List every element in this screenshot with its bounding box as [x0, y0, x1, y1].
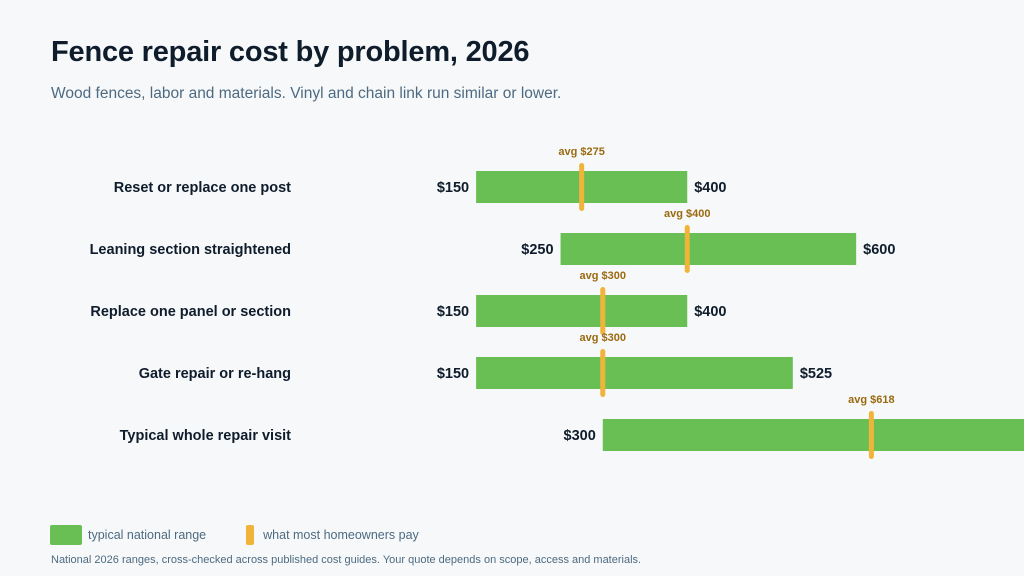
low-value-label: $150 — [437, 304, 469, 320]
category-label: Reset or replace one post — [114, 180, 291, 196]
range-bar — [476, 357, 793, 389]
avg-label: avg $275 — [558, 146, 604, 158]
footnote: National 2026 ranges, cross-checked acro… — [51, 554, 642, 566]
legend: typical national range what most homeown… — [50, 525, 419, 545]
low-value-label: $150 — [437, 180, 469, 196]
high-value-label: $400 — [694, 180, 726, 196]
low-value-label: $300 — [564, 428, 596, 444]
category-label: Typical whole repair visit — [120, 428, 292, 444]
range-bar — [602, 419, 1024, 451]
avg-label: avg $618 — [848, 394, 894, 406]
range-bar — [560, 233, 857, 265]
avg-marker — [600, 349, 606, 397]
avg-label: avg $400 — [664, 208, 710, 220]
range-bar — [476, 295, 688, 327]
low-value-label: $150 — [437, 366, 469, 382]
high-value-label: $525 — [800, 366, 832, 382]
category-label: Replace one panel or section — [90, 304, 291, 320]
chart-subtitle: Wood fences, labor and materials. Vinyl … — [51, 85, 562, 102]
category-label: Leaning section straightened — [90, 242, 291, 258]
avg-marker — [600, 287, 606, 335]
legend-range-swatch — [50, 525, 82, 545]
legend-avg-label: what most homeowners pay — [263, 528, 419, 542]
chart-title: Fence repair cost by problem, 2026 — [51, 36, 530, 68]
avg-marker — [579, 163, 585, 211]
low-value-label: $250 — [521, 242, 553, 258]
avg-label: avg $300 — [580, 270, 626, 282]
legend-avg-swatch — [246, 525, 255, 545]
high-value-label: $400 — [694, 304, 726, 320]
avg-marker — [868, 411, 874, 459]
category-label: Gate repair or re-hang — [139, 366, 291, 382]
high-value-label: $600 — [863, 242, 895, 258]
avg-marker — [684, 225, 690, 273]
avg-label: avg $300 — [580, 332, 626, 344]
legend-range-label: typical national range — [88, 528, 207, 542]
